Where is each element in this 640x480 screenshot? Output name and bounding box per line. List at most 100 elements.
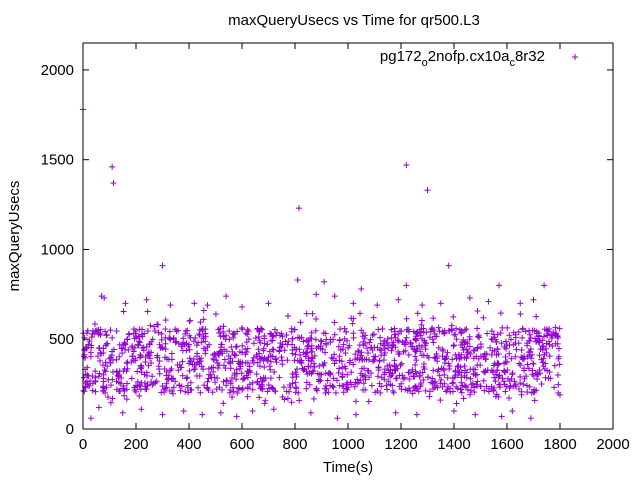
data-point xyxy=(403,315,410,322)
data-point xyxy=(121,339,128,346)
data-point xyxy=(360,380,367,387)
data-point xyxy=(525,365,532,372)
data-point xyxy=(80,353,87,360)
data-point xyxy=(439,383,446,390)
data-point xyxy=(88,334,95,341)
data-point xyxy=(344,371,351,378)
data-point xyxy=(276,374,283,381)
data-point xyxy=(214,360,221,367)
data-point xyxy=(323,336,330,343)
data-point xyxy=(308,335,315,342)
data-point xyxy=(282,338,289,345)
data-point xyxy=(512,353,519,360)
data-point xyxy=(413,345,420,352)
data-point xyxy=(506,332,513,339)
data-point xyxy=(508,336,515,343)
data-point xyxy=(212,311,219,318)
data-point xyxy=(474,325,481,332)
data-point xyxy=(154,354,161,361)
data-point xyxy=(109,376,116,383)
data-point xyxy=(107,327,114,334)
data-point xyxy=(539,343,546,350)
x-tick-label: 1200 xyxy=(384,436,417,453)
data-point xyxy=(243,372,250,379)
data-point xyxy=(337,326,344,333)
data-point xyxy=(148,360,155,367)
data-point xyxy=(359,333,366,340)
data-point xyxy=(407,388,414,395)
data-point xyxy=(499,324,506,331)
data-point xyxy=(494,367,501,374)
data-point xyxy=(488,328,495,335)
data-point xyxy=(508,355,515,362)
data-point xyxy=(148,379,155,386)
data-point xyxy=(370,314,377,321)
data-point xyxy=(96,370,103,377)
data-point xyxy=(202,338,209,345)
data-point xyxy=(355,347,362,354)
data-point xyxy=(223,377,230,384)
data-point xyxy=(506,384,513,391)
data-point xyxy=(413,370,420,377)
data-point xyxy=(187,379,194,386)
data-point xyxy=(452,331,459,338)
data-point xyxy=(533,387,540,394)
data-point xyxy=(141,380,148,387)
data-point xyxy=(502,338,509,345)
data-point xyxy=(322,349,329,356)
data-point xyxy=(504,358,511,365)
data-point xyxy=(280,384,287,391)
data-point xyxy=(497,310,504,317)
x-tick-label: 800 xyxy=(282,436,307,453)
data-point xyxy=(533,313,540,320)
data-point xyxy=(418,352,425,359)
data-point xyxy=(365,350,372,357)
data-point xyxy=(502,388,509,395)
data-point xyxy=(100,378,107,385)
data-point xyxy=(527,346,534,353)
data-point xyxy=(385,345,392,352)
data-point xyxy=(137,351,144,358)
data-point xyxy=(84,372,91,379)
data-point xyxy=(162,317,169,324)
data-point xyxy=(311,363,318,370)
legend-label-end: 8r32 xyxy=(515,48,545,65)
data-point xyxy=(324,377,331,384)
data-point xyxy=(288,399,295,406)
data-point xyxy=(517,373,524,380)
data-point xyxy=(303,385,310,392)
data-point xyxy=(502,369,509,376)
data-point xyxy=(391,325,398,332)
data-point xyxy=(546,341,553,348)
data-point xyxy=(217,333,224,340)
data-point xyxy=(384,335,391,342)
data-point xyxy=(313,316,320,323)
data-point xyxy=(449,356,456,363)
data-point xyxy=(488,351,495,358)
data-point xyxy=(104,340,111,347)
data-point xyxy=(340,389,347,396)
data-point xyxy=(356,348,363,355)
data-point xyxy=(410,373,417,380)
data-point xyxy=(436,372,443,379)
data-point xyxy=(471,347,478,354)
data-point xyxy=(85,341,92,348)
data-point xyxy=(154,321,161,328)
data-point xyxy=(358,285,365,292)
data-point xyxy=(442,355,449,362)
data-point xyxy=(482,356,489,363)
data-point xyxy=(162,340,169,347)
data-point xyxy=(381,345,388,352)
data-point xyxy=(255,346,262,353)
data-point xyxy=(518,354,525,361)
data-point xyxy=(543,326,550,333)
data-point xyxy=(444,374,451,381)
data-point xyxy=(330,384,337,391)
data-point xyxy=(517,380,524,387)
data-point xyxy=(416,342,423,349)
data-point xyxy=(526,331,533,338)
data-point xyxy=(376,358,383,365)
data-point xyxy=(430,339,437,346)
data-point xyxy=(387,381,394,388)
data-point xyxy=(470,355,477,362)
